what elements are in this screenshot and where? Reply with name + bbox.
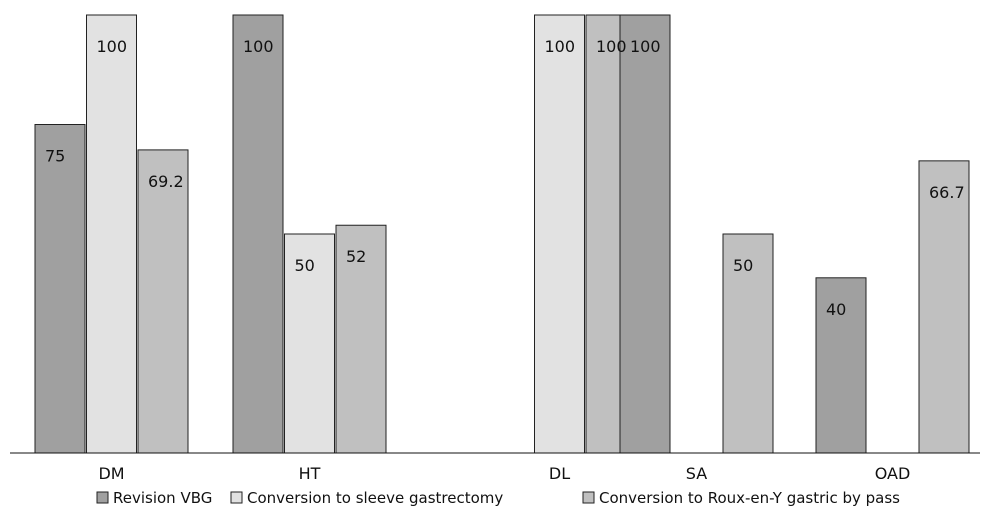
bar-ht-series-3 (335, 224, 387, 454)
data-label-oad-series-1: 40 (826, 300, 846, 319)
bar-oad-series-1 (815, 277, 867, 454)
data-label-sa-series-3: 50 (733, 256, 753, 275)
x-tick-label-sa: SA (686, 464, 707, 483)
bar-ht-series-1 (232, 14, 284, 454)
x-tick-labels-group: DM HT DL SA OAD (98, 464, 910, 483)
bar-dl-series-2 (534, 14, 585, 454)
bar-dm-series-3 (137, 149, 189, 454)
x-tick-label-dm: DM (98, 464, 124, 483)
bars-group (34, 14, 970, 454)
legend: Revision VBG Conversion to sleeve gastrec… (96, 489, 900, 507)
data-label-oad-series-3: 66.7 (929, 183, 965, 202)
x-tick-label-ht: HT (299, 464, 321, 483)
legend-label-series-1: Revision VBG (113, 489, 212, 507)
data-label-dl-series-3: 100 (596, 37, 627, 56)
x-tick-label-dl: DL (549, 464, 570, 483)
data-label-sa-series-1: 100 (630, 37, 661, 56)
x-tick-label-oad: OAD (875, 464, 911, 483)
bar-sa-series-1 (619, 14, 671, 454)
legend-swatch-series-2 (230, 491, 243, 504)
data-label-dm-series-2: 100 (97, 37, 128, 56)
legend-swatch-series-3 (582, 491, 595, 504)
data-label-dm-series-3: 69.2 (148, 172, 184, 191)
legend-label-series-2: Conversion to sleeve gastrectomy (247, 489, 503, 507)
legend-swatch-series-1 (96, 491, 109, 504)
data-label-ht-series-3: 52 (346, 247, 366, 266)
data-label-ht-series-2: 50 (295, 256, 315, 275)
bar-sa-series-3 (722, 233, 774, 454)
data-label-dl-series-2: 100 (545, 37, 576, 56)
legend-label-series-3: Conversion to Roux-en-Y gastric by pass (599, 489, 900, 507)
data-label-dm-series-1: 75 (45, 147, 65, 166)
bar-ht-series-2 (284, 233, 335, 454)
bar-dm-series-1 (34, 124, 86, 454)
bar-dm-series-2 (86, 14, 137, 454)
data-label-ht-series-1: 100 (243, 37, 274, 56)
bar-oad-series-3 (918, 160, 970, 454)
